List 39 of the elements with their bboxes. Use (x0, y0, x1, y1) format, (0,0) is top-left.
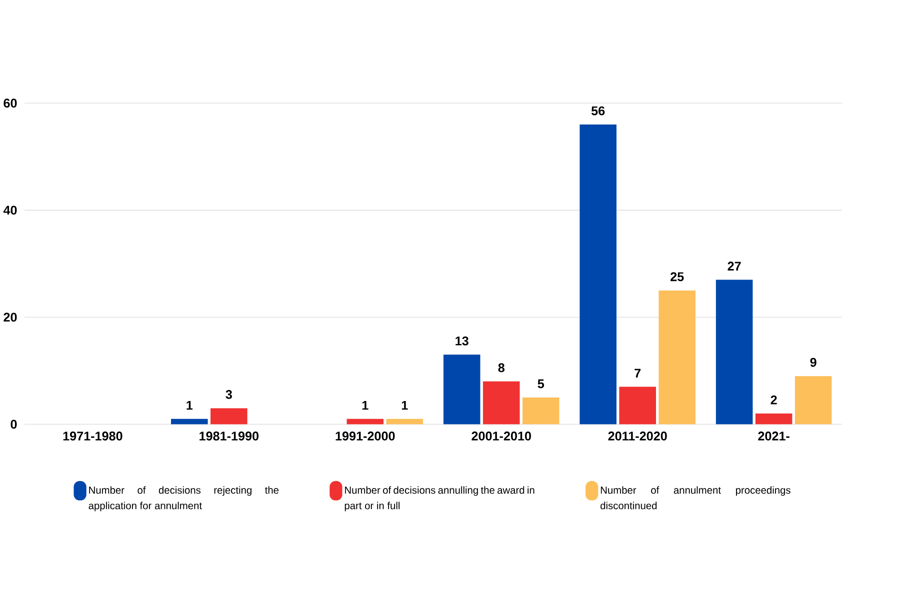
data-label: 25 (670, 272, 684, 282)
x-tick-label: 1971-1980 (63, 432, 122, 441)
data-label: 2 (770, 396, 777, 405)
legend-label: Number of decisions rejecting the application for annulment (88, 486, 279, 512)
bar (658, 290, 696, 424)
bar (346, 419, 384, 424)
bar (716, 280, 753, 424)
bar (522, 398, 560, 424)
data-label: 27 (728, 262, 741, 271)
y-tick-label: 40 (3, 206, 17, 215)
data-label: 1 (402, 401, 408, 410)
y-tick-label: 60 (4, 98, 17, 108)
data-label: 1 (186, 401, 193, 410)
data-label: 56 (591, 106, 605, 116)
bar (386, 419, 424, 424)
data-label: 8 (498, 363, 504, 372)
y-tick-label: 20 (4, 312, 17, 322)
x-tick-label: 2021- (758, 432, 790, 441)
data-label: 13 (456, 336, 468, 346)
bar (443, 354, 480, 424)
legend-label: Number of annulment proceedings discontinued (600, 486, 790, 510)
x-tick-label: 1981-1990 (200, 432, 259, 441)
data-label: 7 (634, 369, 641, 378)
x-tick-label: 2001-2010 (472, 432, 531, 441)
bar (210, 408, 248, 424)
bar (171, 419, 208, 424)
data-label: 9 (810, 358, 816, 368)
bar (482, 382, 520, 424)
data-label: 5 (538, 380, 544, 388)
x-tick-label: 1991-2000 (336, 432, 395, 441)
y-tick-label: 0 (10, 420, 17, 429)
bar (794, 376, 832, 424)
data-label: 3 (226, 390, 232, 400)
bar (619, 387, 656, 424)
bar (755, 414, 792, 424)
legend-label: Number of decisions annulling the award in part or in full (344, 486, 534, 512)
data-label: 1 (362, 401, 368, 410)
bar (580, 124, 616, 424)
x-tick-label: 2011-2020 (608, 432, 667, 441)
